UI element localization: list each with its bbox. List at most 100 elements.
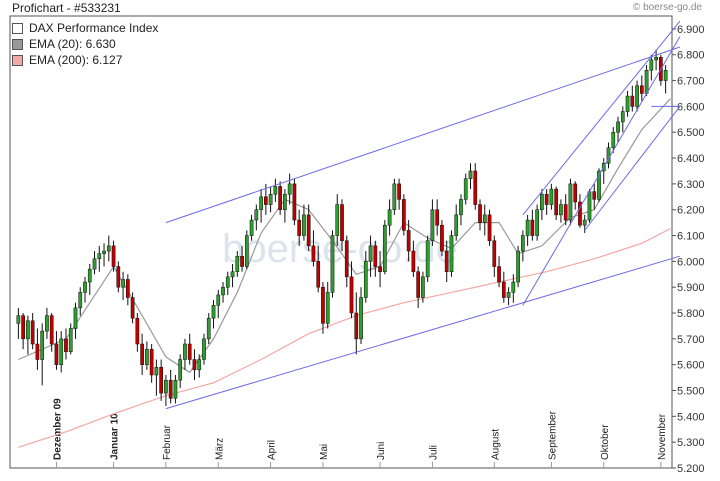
candle bbox=[487, 209, 492, 246]
candle bbox=[64, 328, 68, 360]
candle-body-up bbox=[87, 268, 92, 283]
candle bbox=[625, 90, 630, 117]
y-tick-label: 6.400 bbox=[677, 153, 705, 165]
candle-body-down bbox=[444, 250, 449, 272]
candle-body-down bbox=[578, 201, 582, 226]
candle bbox=[211, 300, 216, 329]
candle bbox=[130, 292, 135, 324]
candle-body-down bbox=[492, 240, 497, 267]
candle-body-up bbox=[392, 183, 397, 210]
candle bbox=[340, 199, 344, 252]
candle-body-up bbox=[568, 183, 573, 221]
candle bbox=[549, 183, 554, 210]
candle bbox=[578, 194, 582, 228]
candle-body-down bbox=[406, 230, 411, 252]
legend-label-ema20: EMA (20): 6.630 bbox=[29, 37, 116, 51]
candle bbox=[216, 289, 221, 319]
candle-body-down bbox=[397, 183, 401, 200]
x-tick-label: April bbox=[267, 440, 278, 460]
candle bbox=[354, 292, 359, 355]
candle-body-down bbox=[111, 245, 116, 267]
candle bbox=[145, 341, 149, 370]
candle bbox=[330, 230, 335, 298]
candle-body-up bbox=[335, 204, 340, 236]
x-tick-label: Oktober bbox=[600, 424, 611, 460]
candle-body-down bbox=[563, 204, 568, 221]
candle bbox=[411, 240, 416, 277]
candle bbox=[430, 199, 435, 246]
candle bbox=[620, 106, 625, 133]
candle-body-up bbox=[106, 245, 111, 252]
candle-body-up bbox=[59, 338, 64, 365]
candle-body-down bbox=[149, 348, 154, 376]
candle-body-up bbox=[173, 379, 178, 399]
y-tick-label: 5.400 bbox=[677, 411, 705, 423]
candle-body-up bbox=[249, 219, 254, 236]
candle bbox=[325, 282, 330, 329]
candle bbox=[244, 230, 249, 270]
candle bbox=[639, 75, 644, 102]
candle-body-down bbox=[64, 338, 68, 353]
candle-body-down bbox=[416, 271, 420, 298]
candle bbox=[335, 194, 340, 246]
candle-body-down bbox=[530, 219, 535, 236]
candle-body-up bbox=[97, 253, 102, 260]
legend-item-dax: DAX Performance Index bbox=[12, 20, 158, 36]
candle bbox=[16, 307, 21, 339]
candle bbox=[125, 274, 130, 306]
candle-body-down bbox=[349, 276, 354, 314]
candle bbox=[321, 282, 325, 334]
candle bbox=[344, 235, 349, 288]
candle-body-up bbox=[387, 209, 392, 226]
watermark: boerse-go.de bbox=[222, 227, 458, 271]
y-tick-label: 6.900 bbox=[677, 24, 705, 36]
candle bbox=[135, 313, 140, 352]
candle-body-up bbox=[363, 261, 368, 298]
candle bbox=[106, 235, 111, 262]
candle-body-up bbox=[616, 121, 620, 133]
candle-body-up bbox=[325, 292, 330, 324]
candle-body-down bbox=[297, 219, 302, 236]
candle-body-up bbox=[221, 286, 225, 296]
candle-body-up bbox=[211, 305, 216, 319]
candle-body-up bbox=[283, 193, 287, 210]
y-tick-label: 5.300 bbox=[677, 437, 705, 449]
candle bbox=[268, 186, 273, 213]
candle-body-down bbox=[168, 379, 173, 399]
y-tick-label: 5.800 bbox=[677, 308, 705, 320]
candle bbox=[306, 204, 311, 252]
candle bbox=[49, 313, 54, 352]
candle bbox=[349, 261, 354, 319]
candle bbox=[611, 127, 616, 153]
candle-body-down bbox=[49, 315, 54, 345]
candle-body-up bbox=[45, 315, 49, 332]
candle bbox=[506, 287, 511, 306]
candle-body-down bbox=[501, 281, 506, 298]
candle bbox=[563, 194, 568, 226]
chart-title: Profichart - #533231 bbox=[12, 1, 121, 15]
candle bbox=[425, 235, 430, 283]
candle-body-down bbox=[373, 245, 378, 267]
candle bbox=[230, 263, 235, 288]
candle-body-up bbox=[78, 292, 83, 309]
candle bbox=[68, 323, 73, 355]
legend: DAX Performance Index EMA (20): 6.630 EM… bbox=[12, 20, 158, 68]
candle-body-up bbox=[225, 276, 230, 288]
candle bbox=[21, 313, 25, 350]
candle bbox=[178, 354, 183, 388]
candle bbox=[440, 220, 444, 257]
candle-body-up bbox=[254, 209, 259, 221]
candle bbox=[359, 287, 363, 345]
candle bbox=[454, 204, 459, 241]
candle-body-up bbox=[206, 317, 211, 340]
y-tick-label: 5.200 bbox=[677, 463, 705, 475]
y-tick-label: 6.500 bbox=[677, 127, 705, 139]
candle bbox=[78, 287, 83, 316]
candle-body-up bbox=[644, 69, 649, 94]
candle bbox=[87, 263, 92, 295]
candle-body-up bbox=[611, 131, 616, 148]
candle-body-up bbox=[164, 379, 168, 394]
y-tick-label: 6.600 bbox=[677, 101, 705, 113]
candle-body-up bbox=[244, 235, 249, 267]
candle bbox=[392, 178, 397, 215]
